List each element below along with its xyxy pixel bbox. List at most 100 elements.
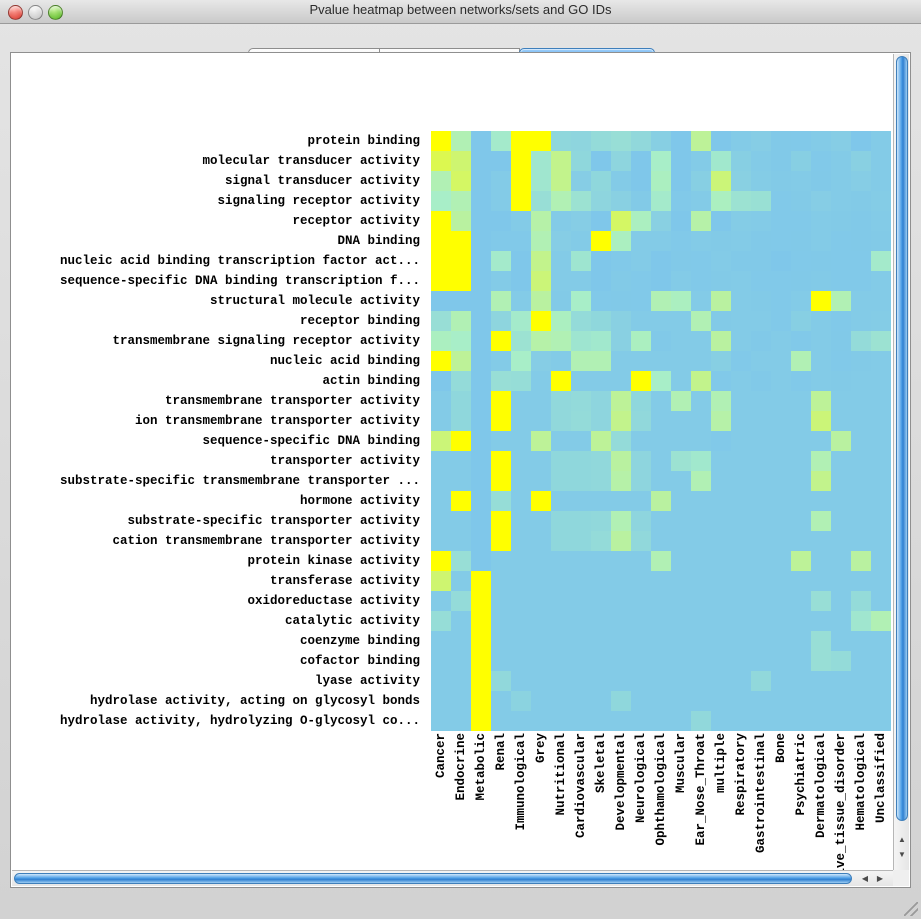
heatmap-cell[interactable] — [531, 211, 551, 231]
heatmap-cell[interactable] — [451, 391, 471, 411]
heatmap-cell[interactable] — [551, 491, 571, 511]
maximize-window-icon[interactable] — [48, 5, 63, 20]
heatmap-cell[interactable] — [871, 631, 891, 651]
heatmap-cell[interactable] — [731, 331, 751, 351]
heatmap-cell[interactable] — [851, 271, 871, 291]
heatmap-cell[interactable] — [511, 351, 531, 371]
heatmap-cell[interactable] — [871, 351, 891, 371]
heatmap-cell[interactable] — [691, 571, 711, 591]
heatmap-cell[interactable] — [531, 311, 551, 331]
heatmap-cell[interactable] — [511, 471, 531, 491]
heatmap-cell[interactable] — [671, 391, 691, 411]
heatmap-cell[interactable] — [811, 551, 831, 571]
heatmap-cell[interactable] — [451, 251, 471, 271]
heatmap-cell[interactable] — [771, 191, 791, 211]
heatmap-cell[interactable] — [811, 391, 831, 411]
heatmap-cell[interactable] — [651, 211, 671, 231]
heatmap-cell[interactable] — [591, 191, 611, 211]
heatmap-cell[interactable] — [511, 571, 531, 591]
heatmap-cell[interactable] — [831, 331, 851, 351]
heatmap-cell[interactable] — [471, 331, 491, 351]
heatmap-cell[interactable] — [731, 371, 751, 391]
heatmap-cell[interactable] — [591, 471, 611, 491]
heatmap-cell[interactable] — [611, 451, 631, 471]
heatmap-cell[interactable] — [871, 411, 891, 431]
heatmap-cell[interactable] — [511, 311, 531, 331]
heatmap-cell[interactable] — [471, 631, 491, 651]
heatmap-cell[interactable] — [491, 231, 511, 251]
heatmap-cell[interactable] — [811, 631, 831, 651]
heatmap-cell[interactable] — [451, 551, 471, 571]
heatmap-cell[interactable] — [851, 431, 871, 451]
heatmap-cell[interactable] — [571, 371, 591, 391]
heatmap-cell[interactable] — [791, 611, 811, 631]
heatmap-cell[interactable] — [471, 471, 491, 491]
heatmap-cell[interactable] — [691, 611, 711, 631]
heatmap-cell[interactable] — [831, 271, 851, 291]
heatmap-cell[interactable] — [451, 191, 471, 211]
heatmap-cell[interactable] — [491, 191, 511, 211]
heatmap-cell[interactable] — [671, 631, 691, 651]
heatmap-cell[interactable] — [651, 271, 671, 291]
heatmap-cell[interactable] — [791, 471, 811, 491]
heatmap-cell[interactable] — [451, 431, 471, 451]
heatmap-cell[interactable] — [711, 411, 731, 431]
heatmap-cell[interactable] — [571, 191, 591, 211]
heatmap-cell[interactable] — [851, 631, 871, 651]
heatmap-cell[interactable] — [431, 151, 451, 171]
heatmap-cell[interactable] — [471, 451, 491, 471]
heatmap-cell[interactable] — [531, 611, 551, 631]
heatmap-cell[interactable] — [691, 291, 711, 311]
heatmap-cell[interactable] — [511, 371, 531, 391]
heatmap-cell[interactable] — [771, 331, 791, 351]
heatmap-cell[interactable] — [731, 131, 751, 151]
heatmap-cell[interactable] — [711, 611, 731, 631]
heatmap-cell[interactable] — [731, 271, 751, 291]
heatmap-cell[interactable] — [571, 511, 591, 531]
heatmap-cell[interactable] — [851, 251, 871, 271]
heatmap-cell[interactable] — [611, 491, 631, 511]
heatmap-cell[interactable] — [811, 691, 831, 711]
heatmap-cell[interactable] — [571, 571, 591, 591]
heatmap-cell[interactable] — [711, 211, 731, 231]
heatmap-cell[interactable] — [551, 251, 571, 271]
heatmap-cell[interactable] — [491, 531, 511, 551]
heatmap-cell[interactable] — [571, 651, 591, 671]
heatmap-cell[interactable] — [631, 151, 651, 171]
heatmap-cell[interactable] — [471, 591, 491, 611]
heatmap-cell[interactable] — [551, 691, 571, 711]
heatmap-cell[interactable] — [431, 671, 451, 691]
heatmap-cell[interactable] — [871, 651, 891, 671]
heatmap-cell[interactable] — [691, 451, 711, 471]
heatmap-cell[interactable] — [871, 311, 891, 331]
heatmap-cell[interactable] — [451, 371, 471, 391]
heatmap-cell[interactable] — [691, 551, 711, 571]
heatmap-cell[interactable] — [811, 271, 831, 291]
heatmap-cell[interactable] — [791, 231, 811, 251]
heatmap-cell[interactable] — [491, 151, 511, 171]
heatmap-cell[interactable] — [491, 391, 511, 411]
heatmap-cell[interactable] — [871, 471, 891, 491]
heatmap-cell[interactable] — [591, 251, 611, 271]
heatmap-cell[interactable] — [491, 611, 511, 631]
heatmap-cell[interactable] — [491, 471, 511, 491]
heatmap-cell[interactable] — [871, 491, 891, 511]
heatmap-cell[interactable] — [431, 171, 451, 191]
heatmap-cell[interactable] — [811, 611, 831, 631]
heatmap-cell[interactable] — [531, 471, 551, 491]
heatmap-cell[interactable] — [671, 511, 691, 531]
heatmap-cell[interactable] — [571, 551, 591, 571]
heatmap-cell[interactable] — [511, 251, 531, 271]
heatmap-cell[interactable] — [751, 691, 771, 711]
heatmap-cell[interactable] — [471, 251, 491, 271]
heatmap-cell[interactable] — [671, 211, 691, 231]
heatmap-cell[interactable] — [831, 431, 851, 451]
heatmap-cell[interactable] — [431, 611, 451, 631]
heatmap-cell[interactable] — [531, 591, 551, 611]
heatmap-cell[interactable] — [831, 451, 851, 471]
heatmap-cell[interactable] — [451, 211, 471, 231]
heatmap-cell[interactable] — [451, 511, 471, 531]
heatmap-cell[interactable] — [711, 691, 731, 711]
heatmap-cell[interactable] — [511, 211, 531, 231]
heatmap-cell[interactable] — [671, 251, 691, 271]
